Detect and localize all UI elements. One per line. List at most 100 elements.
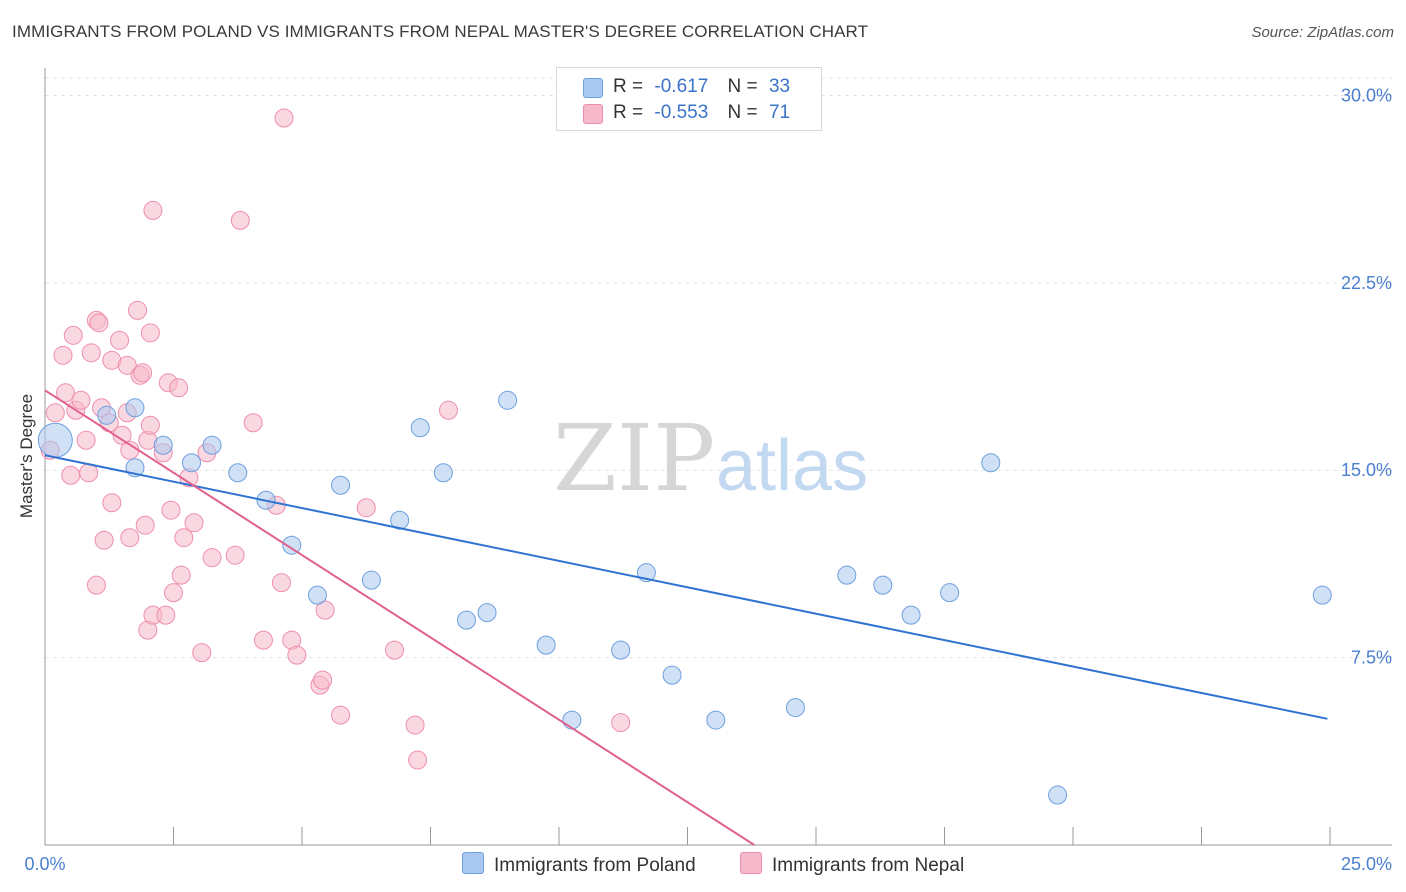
nepal-point xyxy=(169,378,189,398)
nepal-point xyxy=(184,513,204,533)
poland-r-label: R = xyxy=(613,76,644,97)
nepal-point xyxy=(171,565,191,585)
nepal-point xyxy=(53,345,73,365)
poland-point xyxy=(433,463,453,483)
y-tick-label: 15.0% xyxy=(1341,460,1392,480)
nepal-point xyxy=(86,575,106,595)
poland-point xyxy=(202,435,222,455)
poland-point xyxy=(940,583,960,603)
poland-point xyxy=(307,585,327,605)
y-tick-label: 30.0% xyxy=(1341,85,1392,105)
poland-point xyxy=(390,510,410,530)
poland-point xyxy=(228,463,248,483)
legend-item-poland[interactable]: Immigrants from Poland xyxy=(462,852,696,877)
nepal-point xyxy=(71,390,91,410)
nepal-point xyxy=(140,323,160,343)
nepal-point xyxy=(76,430,96,450)
poland-point xyxy=(181,453,201,473)
nepal-point xyxy=(405,715,425,735)
nepal-point xyxy=(156,605,176,625)
nepal-point xyxy=(143,200,163,220)
poland-point xyxy=(981,453,1001,473)
poland-point xyxy=(1048,785,1068,805)
tick-labels: 7.5% 15.0% 22.5% 30.0% 0.0% 25.0% xyxy=(24,85,1392,874)
nepal-point xyxy=(94,530,114,550)
nepal-point xyxy=(356,498,376,518)
nepal-point xyxy=(274,108,294,128)
poland-point xyxy=(97,405,117,425)
nepal-point xyxy=(63,325,83,345)
nepal-point xyxy=(385,640,405,660)
nepal-point xyxy=(438,400,458,420)
legend-item-nepal[interactable]: Immigrants from Nepal xyxy=(740,852,964,877)
nepal-point xyxy=(102,493,122,513)
poland-point xyxy=(331,475,351,495)
source-label: Source: ZipAtlas.com xyxy=(1251,24,1394,41)
poland-trend-line xyxy=(44,454,1328,720)
watermark-zip: ZIP xyxy=(553,405,715,512)
poland-point xyxy=(361,570,381,590)
correlation-legend: R = -0.617 N = 33 R = -0.553 N = 71 xyxy=(556,67,822,131)
watermark: ZIP atlas xyxy=(553,405,868,512)
grid xyxy=(45,77,1392,659)
nepal-n-value: 71 xyxy=(768,102,791,123)
poland-point xyxy=(410,418,430,438)
nepal-point xyxy=(133,363,153,383)
poland-point xyxy=(611,640,631,660)
poland-point xyxy=(901,605,921,625)
nepal-point xyxy=(128,300,148,320)
nepal-point xyxy=(56,383,76,403)
nepal-point xyxy=(161,500,181,520)
nepal-point xyxy=(408,750,428,770)
nepal-point xyxy=(225,545,245,565)
nepal-point xyxy=(313,670,333,690)
nepal-n-label: N = xyxy=(727,102,758,123)
nepal-point xyxy=(202,548,222,568)
nepal-point xyxy=(135,515,155,535)
nepal-point xyxy=(140,415,160,435)
nepal-point xyxy=(315,600,335,620)
poland-point xyxy=(37,422,73,458)
poland-n-label: N = xyxy=(727,76,758,97)
poland-point xyxy=(837,565,857,585)
nepal-point xyxy=(230,210,250,230)
poland-point xyxy=(477,603,497,623)
x-tick-label: 0.0% xyxy=(24,854,65,874)
series-nepal-points xyxy=(40,108,631,770)
poland-point xyxy=(125,398,145,418)
poland-point xyxy=(456,610,476,630)
x-tick-label: 25.0% xyxy=(1341,854,1392,874)
chart-title: IMMIGRANTS FROM POLAND VS IMMIGRANTS FRO… xyxy=(12,22,869,41)
trend-lines xyxy=(44,389,1328,846)
nepal-r-label: R = xyxy=(613,102,644,123)
poland-swatch xyxy=(583,78,603,98)
nepal-point xyxy=(174,528,194,548)
nepal-point xyxy=(253,630,273,650)
poland-point xyxy=(498,390,518,410)
poland-legend-swatch xyxy=(462,852,484,874)
poland-legend-label: Immigrants from Poland xyxy=(494,855,696,876)
nepal-legend-swatch xyxy=(740,852,762,874)
poland-point xyxy=(536,635,556,655)
poland-point xyxy=(1312,585,1332,605)
y-axis-title: Master's Degree xyxy=(17,394,36,518)
poland-n-value: 33 xyxy=(768,76,791,97)
watermark-atlas: atlas xyxy=(716,426,868,506)
nepal-point xyxy=(45,403,65,423)
nepal-point xyxy=(192,643,212,663)
poland-r-value: -0.617 xyxy=(654,76,709,97)
nepal-point xyxy=(331,705,351,725)
nepal-legend-label: Immigrants from Nepal xyxy=(772,855,965,876)
nepal-point xyxy=(117,355,137,375)
poland-point xyxy=(153,435,173,455)
nepal-point xyxy=(287,645,307,665)
poland-point xyxy=(662,665,682,685)
nepal-r-value: -0.553 xyxy=(654,102,709,123)
nepal-trend-line xyxy=(44,389,755,846)
poland-point xyxy=(562,710,582,730)
nepal-point xyxy=(164,583,183,603)
nepal-point xyxy=(110,330,130,350)
nepal-point xyxy=(271,573,291,593)
poland-point xyxy=(282,535,302,555)
